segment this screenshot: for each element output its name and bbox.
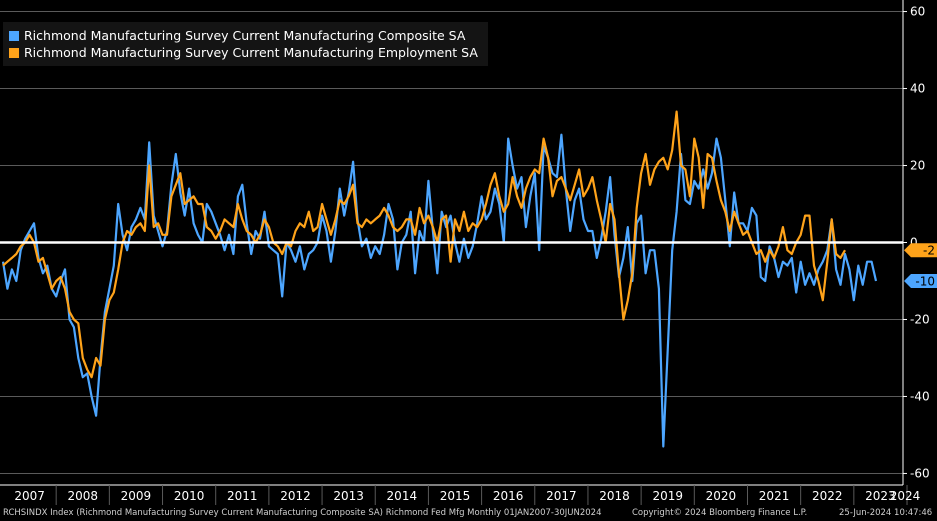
x-tick-label: 2017 [546, 489, 577, 503]
x-tick-label: 2012 [280, 489, 311, 503]
x-tick-label: 2008 [67, 489, 98, 503]
y-tick-label: 40 [910, 82, 925, 96]
y-tick-label: 0 [910, 236, 918, 250]
footer-timestamp: 25-Jun-2024 10:47:46 [839, 508, 933, 518]
legend-label-employment: Richmond Manufacturing Survey Current Ma… [24, 45, 478, 60]
x-tick-label: 2022 [812, 489, 843, 503]
series-lines [0, 110, 903, 448]
legend-label-composite: Richmond Manufacturing Survey Current Ma… [24, 28, 466, 43]
x-tick-label: 2020 [706, 489, 737, 503]
y-tick-label: -60 [910, 466, 930, 480]
last-value-label: -2 [923, 244, 935, 258]
chart: 60 40 20 0 -20 -40 -60 2007 2008 2009 2010 2011 2012… [0, 0, 937, 505]
x-tick-label: 2009 [121, 489, 152, 503]
footer-source: RCHSINDX Index (Richmond Manufacturing S… [3, 508, 602, 518]
series-line-composite [1, 133, 878, 448]
x-tick-label: 2019 [652, 489, 683, 503]
series-line-employment [2, 110, 846, 379]
x-tick-label: 2021 [759, 489, 790, 503]
x-tick-label: 2015 [440, 489, 471, 503]
x-tick-label: 2024 [890, 489, 921, 503]
x-tick-label: 2023 [865, 489, 896, 503]
legend: Richmond Manufacturing Survey Current Ma… [3, 22, 488, 66]
x-tick-label: 2016 [493, 489, 524, 503]
x-tick-label: 2011 [227, 489, 258, 503]
x-tick-label: 2013 [333, 489, 364, 503]
x-tick-label: 2014 [387, 489, 418, 503]
y-tick-label: -20 [910, 312, 930, 326]
legend-swatch-composite [9, 30, 19, 41]
y-tick-label: 20 [910, 159, 925, 173]
last-value-tag [904, 273, 937, 288]
legend-item-composite: Richmond Manufacturing Survey Current Ma… [9, 27, 478, 44]
footer-copyright: Copyright© 2024 Bloomberg Finance L.P. [632, 508, 808, 518]
footer: RCHSINDX Index (Richmond Manufacturing S… [0, 505, 937, 521]
legend-swatch-employment [9, 47, 19, 58]
y-tick-label: 60 [910, 5, 925, 19]
x-tick-label: 2010 [174, 489, 205, 503]
last-value-tags: -2 -10 [904, 243, 937, 288]
legend-item-employment: Richmond Manufacturing Survey Current Ma… [9, 44, 478, 61]
last-value-tag [904, 243, 937, 258]
x-tick-label: 2018 [599, 489, 630, 503]
y-tick-label: -40 [910, 389, 930, 403]
last-value-label: -10 [915, 274, 935, 288]
axes: 60 40 20 0 -20 -40 -60 2007 2008 2009 2010 2011 2012… [0, 0, 930, 505]
x-tick-label: 2007 [14, 489, 45, 503]
